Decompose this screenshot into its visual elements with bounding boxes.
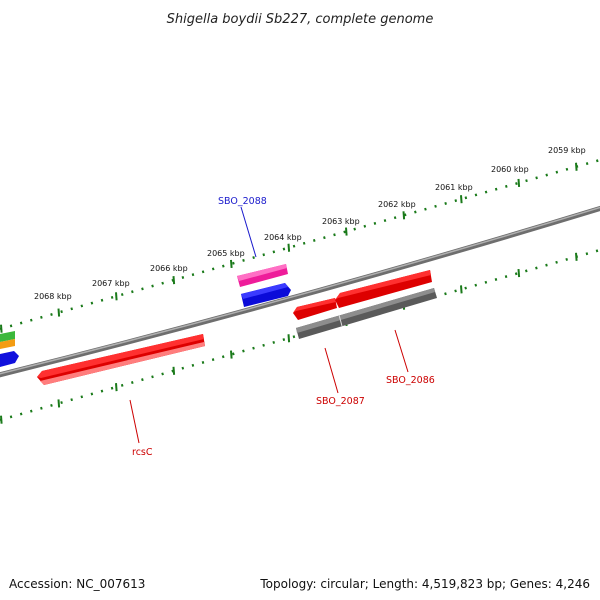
major-tick: [230, 350, 233, 359]
accession-text: Accession: NC_007613: [9, 577, 146, 591]
kbp-label: 2059 kbp: [548, 146, 586, 155]
kbp-label: 2068 kbp: [34, 292, 72, 301]
major-tick: [57, 308, 61, 317]
major-tick: [345, 227, 348, 236]
outer-major-ticks: [0, 162, 578, 333]
map-title: Shigella boydii Sb227, complete genome: [167, 12, 434, 27]
major-tick: [460, 195, 463, 204]
kbp-label: 2066 kbp: [150, 264, 188, 273]
reverse-genes: [37, 270, 437, 385]
major-tick: [115, 383, 118, 392]
major-tick: [172, 366, 176, 375]
gene-label-sbo-2086: SBO_2086: [386, 375, 435, 386]
major-tick: [575, 252, 578, 261]
genome-backbone: [0, 205, 600, 378]
gene-label-sbo-2088: SBO_2088: [218, 196, 267, 207]
gene-labels: SBO_2088 rcsC SBO_2087 SBO_2086: [132, 196, 435, 458]
edge-gene-orange: [0, 339, 15, 349]
kbp-label: 2064 kbp: [264, 233, 302, 242]
major-tick: [230, 259, 233, 269]
major-tick: [517, 178, 521, 188]
topology-text: Topology: circular; Length: 4,519,823 bp…: [260, 577, 590, 591]
kbp-label: 2063 kbp: [322, 217, 360, 226]
edge-gene-blue: [0, 351, 19, 367]
kbp-labels: 2068 kbp 2067 kbp 2066 kbp 2065 kbp 2064…: [34, 146, 586, 301]
inner-major-ticks: [0, 252, 578, 424]
major-tick: [0, 324, 3, 333]
outer-tick-track: [0, 158, 600, 333]
outer-minor-ticks: [0, 158, 600, 331]
kbp-label: 2060 kbp: [491, 165, 529, 174]
leader-rcsc: [129, 399, 140, 444]
leader-sbo-2086: [394, 329, 409, 373]
major-tick: [460, 285, 463, 294]
major-tick: [57, 399, 61, 408]
gene-label-rcsc: rcsC: [132, 447, 153, 458]
major-tick: [287, 243, 291, 252]
major-tick: [115, 292, 118, 301]
major-tick: [517, 269, 521, 278]
kbp-label: 2061 kbp: [435, 183, 473, 192]
edge-gene-green: [0, 331, 15, 342]
edge-genes: [0, 331, 19, 367]
kbp-label: 2062 kbp: [378, 200, 416, 209]
forward-genes: [237, 264, 291, 307]
kbp-label: 2067 kbp: [92, 279, 130, 288]
kbp-label: 2065 kbp: [207, 249, 245, 258]
leader-sbo-2087: [324, 347, 339, 394]
major-tick: [402, 211, 406, 220]
major-tick: [287, 334, 291, 343]
leader-sbo-2088: [240, 206, 257, 258]
gene-label-sbo-2087: SBO_2087: [316, 396, 365, 407]
major-tick: [575, 162, 578, 171]
leader-lines: [129, 206, 409, 444]
major-tick: [0, 415, 3, 424]
major-tick: [172, 276, 176, 285]
